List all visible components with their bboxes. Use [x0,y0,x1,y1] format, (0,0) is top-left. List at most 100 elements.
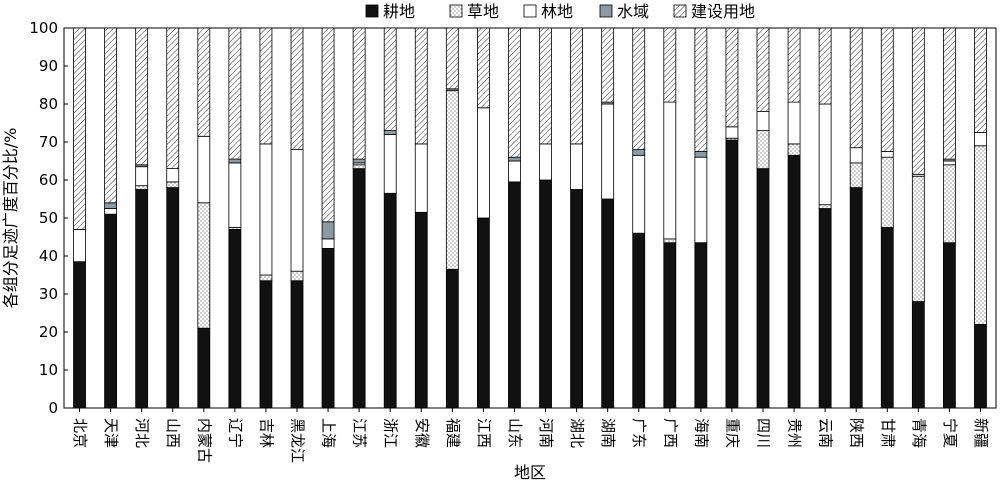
bar-segment-草地 [880,156,894,228]
bar-segment-建设用地 [197,27,211,137]
bar-segment-建设用地 [663,27,677,103]
bar-segment-草地 [197,202,211,329]
x-tick-label: 吉林 [257,418,275,448]
bar-segment-耕地 [570,189,583,409]
bar-segment-林地 [476,107,490,219]
bar-segment-林地 [756,111,770,131]
bar-stack-天津 [104,27,117,409]
bar-segment-水域 [383,130,397,135]
legend-item-林地: 林地 [523,2,573,21]
bar-segment-耕地 [725,139,739,409]
x-tick-label: 江苏 [351,418,369,448]
bar-segment-耕地 [476,217,490,409]
bar-segment-林地 [570,143,583,190]
bar-segment-耕地 [974,323,987,409]
bar-segment-建设用地 [570,27,583,145]
bar-segment-林地 [974,132,987,147]
bar-stack-江西 [476,27,490,409]
bar-stack-江苏 [352,27,366,409]
x-tick-label: 辽宁 [226,418,244,448]
bar-segment-草地 [849,162,863,188]
bar-stack-海南 [694,27,708,409]
bar-segment-建设用地 [818,27,832,105]
y-axis-label: 各组分足迹广度百分比/% [1,128,20,309]
bar-segment-建设用地 [104,27,117,204]
bar-segment-耕地 [197,327,211,409]
y-tick-label: 40 [39,247,58,265]
bar-segment-草地 [974,145,987,325]
x-tick-label: 内蒙古 [195,418,213,463]
bar-segment-草地 [943,164,956,244]
bar-segment-建设用地 [228,27,242,160]
legend-swatch [449,4,463,18]
y-tick-label: 50 [39,209,58,227]
bar-segment-耕地 [73,261,86,409]
bar-segment-水域 [104,202,117,209]
bars [73,27,987,409]
bar-segment-林地 [601,103,615,200]
x-tick-label: 上海 [320,418,338,448]
bar-stack-黑龙江 [290,27,304,409]
bar-segment-林地 [197,135,211,204]
bar-segment-林地 [104,208,117,215]
x-tick-label: 河北 [133,418,151,448]
bar-segment-耕地 [756,168,770,409]
x-tick-label: 江西 [475,418,493,448]
bar-stack-青海 [911,27,925,409]
y-tick-label: 80 [39,95,58,113]
bar-stack-安徽 [414,27,428,409]
bar-segment-耕地 [414,211,428,409]
bar-segment-耕地 [849,187,863,409]
x-tick-label: 新疆 [972,418,990,448]
bar-segment-水域 [694,151,708,158]
bar-segment-耕地 [321,247,335,409]
bar-stack-上海 [321,27,335,409]
bar-segment-耕地 [508,181,521,409]
bar-segment-耕地 [445,268,459,409]
bar-segment-草地 [787,143,801,156]
x-tick-label: 青海 [910,418,928,448]
x-tick-label: 重庆 [723,418,741,448]
x-tick-label: 安徽 [413,418,431,448]
bar-segment-林地 [290,149,304,272]
bar-segment-林地 [725,126,739,139]
x-axis: 北京 天津 河北 山西 内蒙古 辽宁 吉林 黑龙江 上海 江苏 浙江 安徽 福建 江西 山东 河南 湖北 湖南 广东… [71,408,990,463]
bar-segment-建设用地 [601,27,615,103]
legend: 耕地 草地 林地 水域 建设用地 [365,2,755,21]
bar-stack-云南 [818,27,832,409]
bar-segment-林地 [135,166,149,187]
bar-segment-建设用地 [166,27,180,170]
bar-segment-建设用地 [352,27,366,160]
bar-stack-湖北 [570,27,583,409]
x-tick-label: 湖南 [599,418,617,448]
bar-segment-建设用地 [476,27,490,109]
bar-segment-草地 [352,164,366,170]
bar-segment-耕地 [259,280,273,409]
bar-segment-草地 [135,185,149,190]
bar-segment-林地 [849,147,863,164]
bar-stack-辽宁 [228,27,242,409]
bar-segment-林地 [694,156,708,244]
x-axis-label: 地区 [514,463,546,482]
x-tick-label: 黑龙江 [289,418,307,463]
bar-segment-林地 [73,228,86,263]
legend-swatch [365,4,379,18]
bar-stack-河北 [135,27,149,409]
bar-segment-耕地 [383,192,397,409]
bar-stack-贵州 [787,27,801,409]
bar-segment-耕地 [943,242,956,409]
legend-label: 建设用地 [691,2,755,21]
bar-segment-耕地 [601,198,615,409]
bar-segment-建设用地 [445,27,459,90]
bar-segment-耕地 [104,213,117,409]
bar-segment-建设用地 [135,27,149,166]
x-tick-label: 四川 [755,418,773,448]
bar-segment-耕地 [663,242,677,409]
bar-segment-建设用地 [73,27,86,230]
bar-stack-重庆 [725,27,739,409]
bar-segment-草地 [663,238,677,244]
legend-swatch [523,4,537,18]
y-axis: 0 10 20 30 40 50 60 70 80 90 100 [29,19,68,417]
x-tick-label: 山东 [506,418,524,448]
bar-segment-草地 [166,181,180,188]
